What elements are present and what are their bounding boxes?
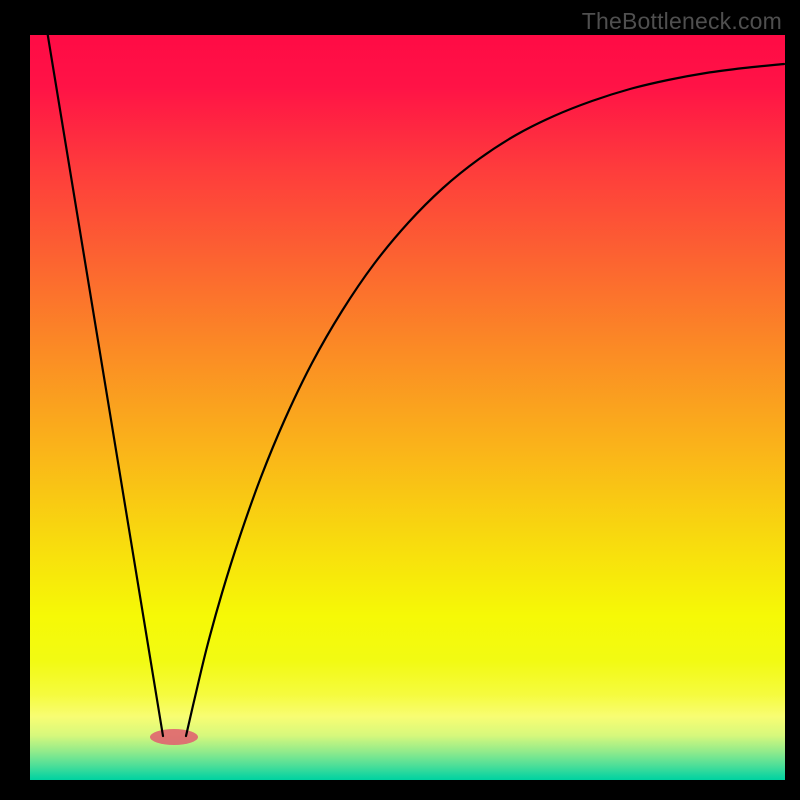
plot-background-gradient xyxy=(30,35,785,780)
chart-container: { "watermark": { "text": "TheBottleneck.… xyxy=(0,0,800,800)
watermark-label: TheBottleneck.com xyxy=(582,8,782,35)
bottleneck-marker xyxy=(150,729,198,745)
chart-svg xyxy=(0,0,800,800)
